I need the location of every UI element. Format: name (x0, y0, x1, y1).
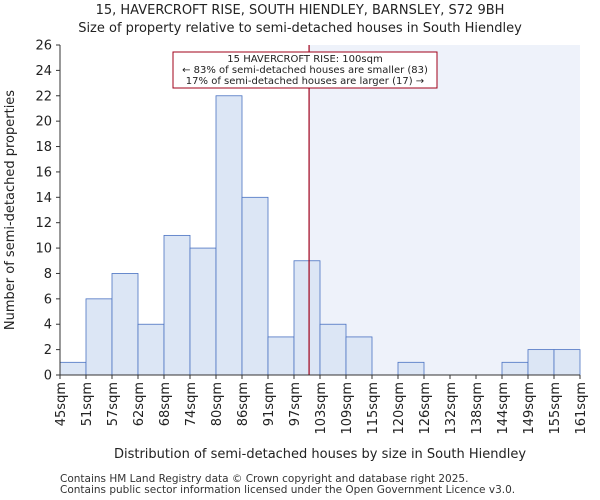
chart-title-address: 15, HAVERCROFT RISE, SOUTH HIENDLEY, BAR… (95, 3, 505, 18)
bar-80sqm (215, 95, 243, 376)
x-tick-label: 132sqm (444, 382, 459, 435)
x-tick-label: 74sqm (184, 382, 199, 426)
y-tick-label: 6 (44, 292, 52, 307)
x-tick-label: 80sqm (210, 382, 225, 426)
y-tick-label: 4 (44, 318, 52, 333)
x-tick-label: 155sqm (548, 382, 563, 435)
y-tick-label: 16 (35, 165, 52, 180)
x-tick-label: 126sqm (418, 382, 433, 435)
annotation-line-3: 17% of semi-detached houses are larger (… (186, 76, 424, 87)
x-tick-label: 45sqm (54, 382, 69, 426)
y-tick-label: 26 (35, 39, 52, 54)
y-tick-label: 24 (35, 64, 52, 79)
y-tick-label: 14 (35, 191, 52, 206)
x-tick-label: 149sqm (522, 382, 537, 435)
bar-91sqm (267, 336, 295, 376)
bar-62sqm (137, 323, 165, 376)
x-tick-label: 138sqm (470, 382, 485, 435)
bar-68sqm (163, 234, 191, 376)
y-tick-label: 22 (35, 89, 52, 104)
x-tick-label: 91sqm (262, 382, 277, 426)
bar-120sqm (397, 361, 425, 376)
annotation-box (172, 51, 438, 89)
y-tick-label: 20 (35, 115, 52, 130)
x-tick-label: 97sqm (288, 382, 303, 426)
x-tick-label: 51sqm (80, 382, 95, 426)
x-tick-label: 115sqm (366, 382, 381, 435)
bar-109sqm (345, 336, 373, 376)
x-tick-label: 120sqm (392, 382, 407, 435)
footer-copyright: Contains HM Land Registry data © Crown c… (60, 473, 469, 485)
annotation-line-1: 15 HAVERCROFT RISE: 100sqm (227, 54, 382, 65)
bar-149sqm (527, 349, 555, 376)
x-tick-label: 103sqm (314, 382, 329, 435)
y-tick-label: 2 (44, 343, 52, 358)
bar-97sqm (293, 260, 321, 376)
y-tick-label: 10 (35, 242, 52, 257)
footer-licence: Contains public sector information licen… (60, 484, 516, 496)
x-tick-label: 86sqm (236, 382, 251, 426)
y-tick-label: 18 (35, 140, 52, 155)
y-tick-label: 8 (44, 267, 52, 282)
x-tick-label: 161sqm (574, 382, 589, 435)
y-tick-label: 0 (44, 369, 52, 384)
y-tick-label: 12 (35, 216, 52, 231)
chart-title: Size of property relative to semi-detach… (78, 21, 522, 36)
x-axis-label: Distribution of semi-detached houses by … (114, 447, 526, 462)
bar-144sqm (501, 361, 529, 376)
bars-group (59, 95, 581, 376)
y-axis-label: Number of semi-detached properties (3, 90, 18, 330)
x-tick-label: 109sqm (340, 382, 355, 435)
bar-103sqm (319, 323, 347, 376)
x-axis: 45sqm 51sqm 57sqm 62sqm 68sqm 74sqm 80sqm 86sqm… (54, 374, 589, 435)
bar-57sqm (111, 273, 139, 376)
bar-86sqm (241, 196, 269, 376)
bar-51sqm (85, 298, 113, 376)
larger-properties-region (309, 45, 580, 375)
annotation-line-2: ← 83% of semi-detached houses are smalle… (182, 65, 428, 76)
bar-155sqm (553, 349, 581, 376)
x-tick-label: 57sqm (106, 382, 121, 426)
bar-74sqm (189, 247, 217, 376)
bar-45sqm (59, 361, 87, 376)
x-tick-label: 68sqm (158, 382, 173, 426)
x-tick-label: 62sqm (132, 382, 147, 426)
x-tick-label: 144sqm (496, 382, 511, 435)
